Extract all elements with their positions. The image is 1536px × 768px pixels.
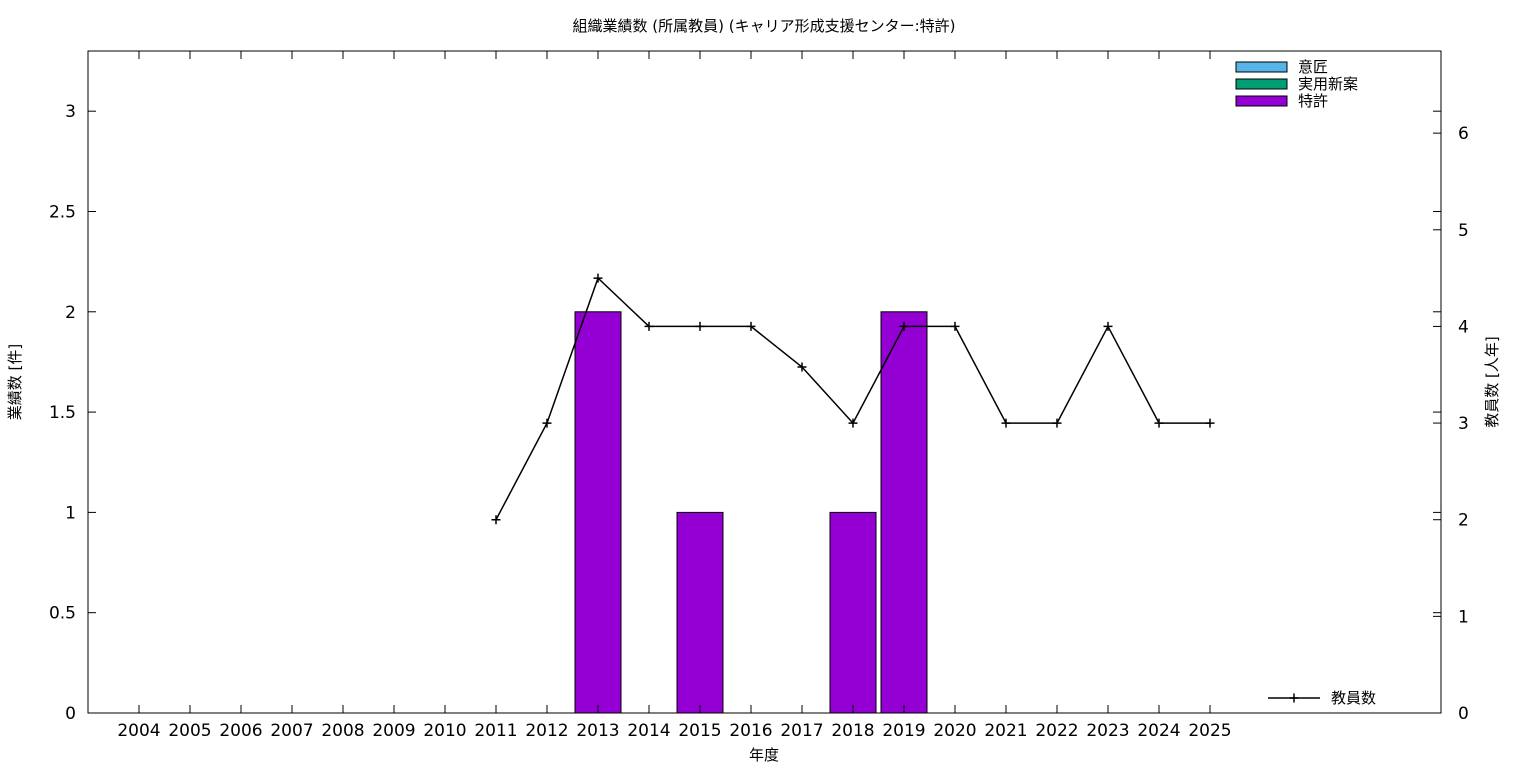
x-tick-label: 2022 (1035, 721, 1078, 741)
y2-tick-label: 1 (1458, 607, 1469, 627)
x-axis: 2004 2005 2006 2007 2008 2009 2010 2011 2012 2013… (117, 51, 1232, 741)
y-axis-left: 0 0.5 1 1.5 2 2.5 3 (49, 102, 1441, 724)
x-tick-label: 2011 (474, 721, 517, 741)
x-tick-label: 2010 (423, 721, 466, 741)
x-tick-label: 2023 (1086, 721, 1129, 741)
line-point (1154, 418, 1164, 428)
x-tick-label: 2004 (117, 721, 160, 741)
x-tick-label: 2015 (678, 721, 721, 741)
line-point (950, 321, 960, 331)
x-tick-label: 2025 (1188, 721, 1231, 741)
plot-frame (87, 50, 1442, 714)
line-point (491, 515, 501, 525)
x-tick-label: 2021 (984, 721, 1027, 741)
line-point (1052, 418, 1062, 428)
x-tick-label: 2012 (525, 721, 568, 741)
line-point (1103, 321, 1113, 331)
bar (829, 511, 877, 714)
y2-tick-label: 3 (1458, 414, 1469, 434)
x-tick-label: 2006 (219, 721, 262, 741)
y-tick-label: 1 (65, 503, 76, 523)
y-axis-title: 業績数 [件] (6, 344, 24, 420)
y-axis-right: 0 1 2 3 4 5 6 (1433, 124, 1469, 724)
y-tick-label: 2 (65, 303, 76, 323)
y-tick-label: 3 (65, 102, 76, 122)
x-tick-label: 2018 (831, 721, 874, 741)
y2-tick-label: 5 (1458, 221, 1469, 241)
line-point (695, 321, 705, 331)
y-tick-label: 2.5 (49, 202, 76, 222)
legend-line-label: 教員数 (1331, 689, 1376, 707)
x-tick-label: 2017 (780, 721, 823, 741)
x-tick-label: 2013 (576, 721, 619, 741)
x-tick-label: 2020 (933, 721, 976, 741)
legend-label: 実用新案 (1298, 75, 1358, 93)
line-point (542, 418, 552, 428)
x-tick-label: 2007 (270, 721, 313, 741)
bar (880, 311, 928, 714)
line-layer (491, 273, 1215, 525)
y-tick-label: 1.5 (49, 403, 76, 423)
x-tick-label: 2005 (168, 721, 211, 741)
legend-swatch (1235, 95, 1288, 107)
x-tick-label: 2009 (372, 721, 415, 741)
x-tick-label: 2016 (729, 721, 772, 741)
line-point (797, 362, 807, 372)
line-point (1205, 418, 1215, 428)
y2-tick-label: 4 (1458, 317, 1469, 337)
x-tick-label: 2019 (882, 721, 925, 741)
y-tick-label: 0 (65, 704, 76, 724)
legend-line-marker (1289, 693, 1299, 703)
x-tick-label: 2008 (321, 721, 364, 741)
bars-layer (574, 311, 928, 714)
line-point (644, 321, 654, 331)
y2-tick-label: 0 (1458, 704, 1469, 724)
line-point (899, 321, 909, 331)
y2-tick-label: 2 (1458, 511, 1469, 531)
legend-swatch (1235, 78, 1288, 90)
legend-label: 特許 (1298, 92, 1328, 110)
bar (574, 311, 622, 714)
y2-axis-title: 教員数 [人年] (1483, 336, 1501, 427)
legend-swatch (1235, 61, 1288, 73)
legend-line: 教員数 (1268, 689, 1376, 707)
x-tick-label: 2014 (627, 721, 670, 741)
y2-tick-label: 6 (1458, 124, 1469, 144)
x-tick-label: 2024 (1137, 721, 1180, 741)
x-axis-title: 年度 (749, 746, 779, 764)
line-point (746, 321, 756, 331)
line-point (593, 273, 603, 283)
y-tick-label: 0.5 (49, 604, 76, 624)
line-point (848, 418, 858, 428)
bar (676, 511, 724, 714)
line-point (1001, 418, 1011, 428)
legend-label: 意匠 (1298, 58, 1328, 76)
chart-title: 組織業績数 (所属教員) (キャリア形成支援センター:特許) (572, 17, 955, 35)
